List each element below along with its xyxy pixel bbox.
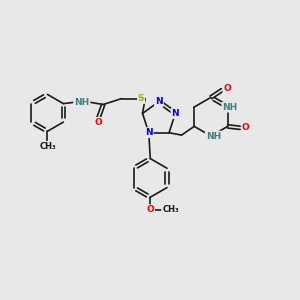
Text: O: O [94, 118, 102, 127]
Text: N: N [172, 109, 179, 118]
Text: S: S [138, 94, 144, 103]
Text: O: O [242, 123, 249, 132]
Text: N: N [155, 97, 163, 106]
Text: O: O [224, 84, 231, 93]
Text: N: N [155, 97, 163, 106]
Text: O: O [146, 205, 154, 214]
Text: NH: NH [222, 103, 238, 112]
Text: CH₃: CH₃ [162, 205, 179, 214]
Text: O: O [224, 84, 231, 93]
Text: NH: NH [206, 131, 221, 140]
Text: O: O [146, 205, 154, 214]
Text: N: N [172, 109, 179, 118]
Text: CH₃: CH₃ [162, 205, 179, 214]
Text: S: S [138, 94, 144, 103]
Text: NH: NH [206, 131, 221, 140]
Text: CH₃: CH₃ [39, 142, 56, 151]
Text: N: N [145, 128, 153, 137]
Text: O: O [242, 123, 249, 132]
Text: NH: NH [74, 98, 89, 106]
Text: CH₃: CH₃ [39, 142, 56, 151]
Text: O: O [94, 118, 102, 127]
Text: NH: NH [74, 98, 89, 106]
Text: N: N [145, 128, 153, 137]
Text: NH: NH [222, 103, 238, 112]
